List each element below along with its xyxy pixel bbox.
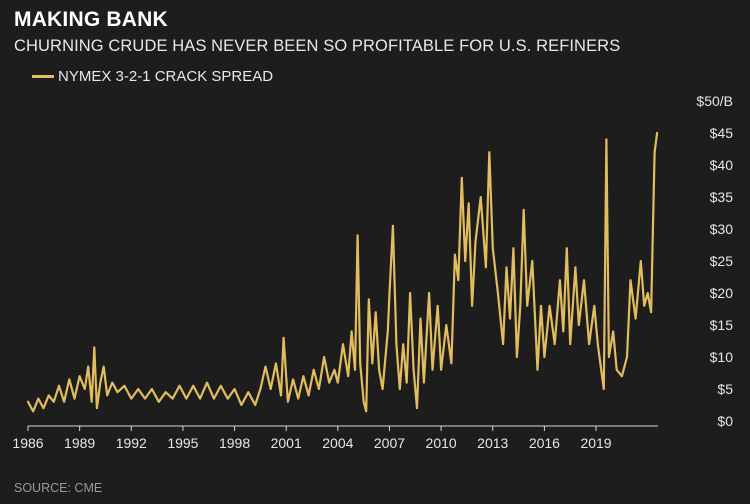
y-tick-label: $15 xyxy=(710,317,734,333)
legend-label: NYMEX 3-2-1 CRACK SPREAD xyxy=(58,68,274,85)
x-tick-label: 2007 xyxy=(374,435,405,451)
y-tick-label: $50/B xyxy=(696,93,733,109)
y-tick-label: $30 xyxy=(710,221,734,237)
source-note: SOURCE: CME xyxy=(14,481,103,495)
y-tick-label: $40 xyxy=(710,157,734,173)
x-tick-label: 1998 xyxy=(219,435,250,451)
y-tick-label: $25 xyxy=(710,253,734,269)
legend: NYMEX 3-2-1 CRACK SPREAD xyxy=(32,68,273,85)
y-tick-label: $35 xyxy=(710,189,734,205)
x-tick-label: 1989 xyxy=(64,435,95,451)
chart-subtitle: CHURNING CRUDE HAS NEVER BEEN SO PROFITA… xyxy=(14,37,621,55)
legend-swatch xyxy=(32,75,54,78)
y-tick-label: $10 xyxy=(710,349,734,365)
x-tick-label: 2016 xyxy=(529,435,560,451)
x-tick-label: 1986 xyxy=(12,435,43,451)
x-tick-label: 2004 xyxy=(322,435,353,451)
x-tick-label: 2001 xyxy=(271,435,302,451)
chart-title: MAKING BANK xyxy=(14,8,168,31)
x-tick-label: 2019 xyxy=(580,435,611,451)
y-tick-label: $5 xyxy=(717,381,733,397)
y-tick-label: $45 xyxy=(710,125,734,141)
x-tick-label: 1992 xyxy=(116,435,147,451)
x-tick-label: 1995 xyxy=(167,435,198,451)
x-tick-label: 2010 xyxy=(426,435,457,451)
series-line xyxy=(26,131,659,413)
x-tick-label: 2013 xyxy=(477,435,508,451)
y-tick-label: $20 xyxy=(710,285,734,301)
y-tick-label: $0 xyxy=(717,413,733,429)
